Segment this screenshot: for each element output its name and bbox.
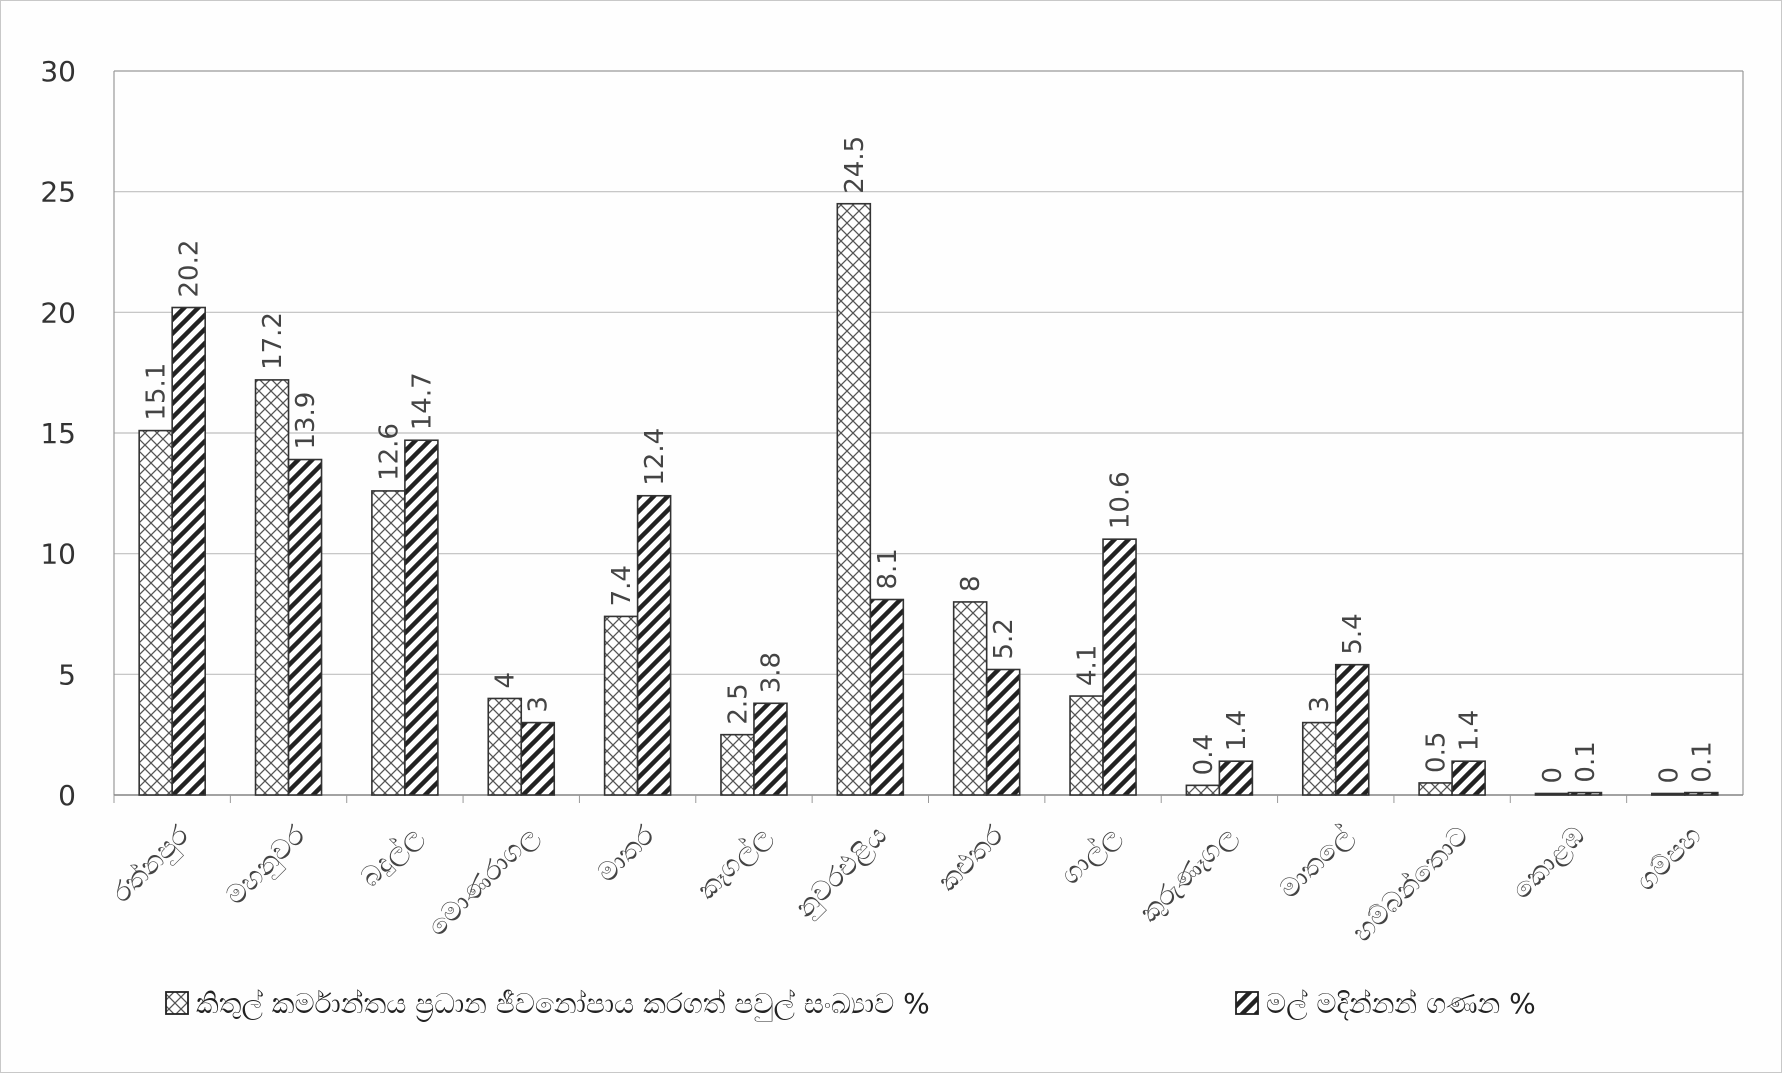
bar-kithul-families	[1418, 782, 1453, 796]
data-label: 0.4	[1189, 734, 1219, 775]
bar-toddy-tappers	[1218, 760, 1254, 796]
data-labels: 15.120.217.213.912.614.7437.412.42.53.82…	[142, 136, 1718, 784]
category-label: රත්නපුර	[106, 820, 196, 910]
bar-toddy-tappers	[636, 494, 672, 796]
legend: කිතුල් කර්මාන්තය ප්‍රධාන ජීවනෝපාය කරගත් …	[165, 987, 1536, 1022]
y-tick-label: 15	[40, 417, 76, 450]
category-label: හම්බන්තොට	[1347, 820, 1475, 948]
legend-swatch	[165, 991, 189, 1015]
bar-toddy-tappers	[287, 458, 323, 796]
y-tick-label: 0	[58, 779, 76, 812]
data-label: 2.5	[723, 683, 753, 724]
legend-label: මල් මදින්නන් ගණන %	[1266, 987, 1536, 1021]
bar-kithul-families	[1534, 792, 1570, 796]
bar-kithul-families	[1185, 784, 1221, 796]
data-label: 5.2	[989, 618, 1019, 659]
bar-kithul-families	[1301, 721, 1337, 796]
bar-kithul-families	[371, 490, 406, 796]
category-label: නුවරඑළිය	[789, 820, 894, 925]
data-label: 1.4	[1455, 710, 1485, 751]
y-tick-label: 20	[40, 296, 76, 329]
category-label: ගාල්ල	[1055, 820, 1126, 891]
category-label: කෑගල්ල	[691, 820, 777, 906]
bar-kithul-families	[254, 379, 290, 796]
data-label: 12.6	[374, 423, 404, 481]
data-label: 12.4	[640, 428, 670, 486]
bar-kithul-families	[1069, 695, 1104, 796]
y-tick-label: 25	[40, 176, 76, 209]
category-labels: රත්නපුර මහනුවර බදුල්ලමොණරාගල මාතර කෑගල්ල නුවර…	[106, 820, 1708, 949]
category-label: කොළඹ	[1506, 820, 1591, 905]
data-label: 3	[1305, 696, 1335, 713]
bar-toddy-tappers	[985, 668, 1021, 796]
data-label: 1.4	[1222, 710, 1252, 751]
data-label: 8	[956, 575, 986, 592]
data-label: 8.1	[873, 548, 903, 589]
bar-kithul-families	[720, 733, 755, 796]
bar-toddy-tappers	[171, 306, 206, 796]
bar-toddy-tappers	[869, 598, 905, 796]
data-label: 0.1	[1571, 741, 1601, 782]
data-label: 3.8	[756, 652, 786, 693]
bar-toddy-tappers	[1684, 791, 1719, 796]
bar-toddy-tappers	[404, 439, 439, 796]
bar-kithul-families	[138, 429, 173, 796]
category-label: මාතලේ	[1274, 820, 1359, 905]
y-tick-label: 10	[40, 538, 76, 571]
data-label: 20.2	[175, 240, 205, 298]
category-label: ගම්පහ	[1631, 820, 1708, 897]
bar-kithul-families	[836, 202, 872, 796]
bars	[138, 202, 1719, 796]
data-label: 13.9	[291, 392, 321, 450]
category-label: බදුල්ල	[355, 820, 428, 893]
data-label: 7.4	[607, 565, 637, 606]
data-label: 3	[524, 696, 554, 713]
data-label: 0	[1654, 767, 1684, 784]
legend-label: කිතුල් කර්මාන්තය ප්‍රධාන ජීවනෝපාය කරගත් …	[196, 987, 930, 1022]
category-label: කළුතර	[932, 820, 1009, 897]
bar-kithul-families	[603, 615, 639, 796]
data-label: 4	[491, 672, 521, 689]
bar-toddy-tappers	[1567, 791, 1603, 796]
bar-toddy-tappers	[1102, 538, 1137, 796]
data-label: 0.5	[1422, 732, 1452, 773]
data-label: 15.1	[142, 363, 172, 421]
grid-lines	[114, 70, 1743, 796]
data-label: 0	[1538, 767, 1568, 784]
data-label: 17.2	[258, 312, 288, 370]
bar-kithul-families	[1651, 792, 1686, 796]
category-label: මොණරාගල	[422, 820, 545, 943]
data-label: 14.7	[407, 372, 437, 430]
bar-kithul-families	[952, 601, 988, 796]
legend-swatch	[1235, 991, 1259, 1015]
category-label: මාතර	[592, 820, 661, 889]
bar-toddy-tappers	[520, 721, 556, 796]
category-label: කුරුණෑගල	[1134, 820, 1243, 929]
data-label: 10.6	[1106, 471, 1136, 529]
bar-kithul-families	[487, 697, 523, 796]
y-tick-label: 5	[58, 658, 76, 691]
y-tick-label: 30	[40, 55, 76, 88]
data-label: 5.4	[1338, 613, 1368, 654]
bar-toddy-tappers	[1334, 663, 1370, 796]
bar-toddy-tappers	[1451, 760, 1486, 796]
data-label: 24.5	[840, 136, 870, 194]
bar-toddy-tappers	[753, 702, 788, 796]
data-label: 4.1	[1073, 645, 1103, 686]
data-label: 0.1	[1687, 741, 1717, 782]
category-label: මහනුවර	[220, 820, 312, 912]
